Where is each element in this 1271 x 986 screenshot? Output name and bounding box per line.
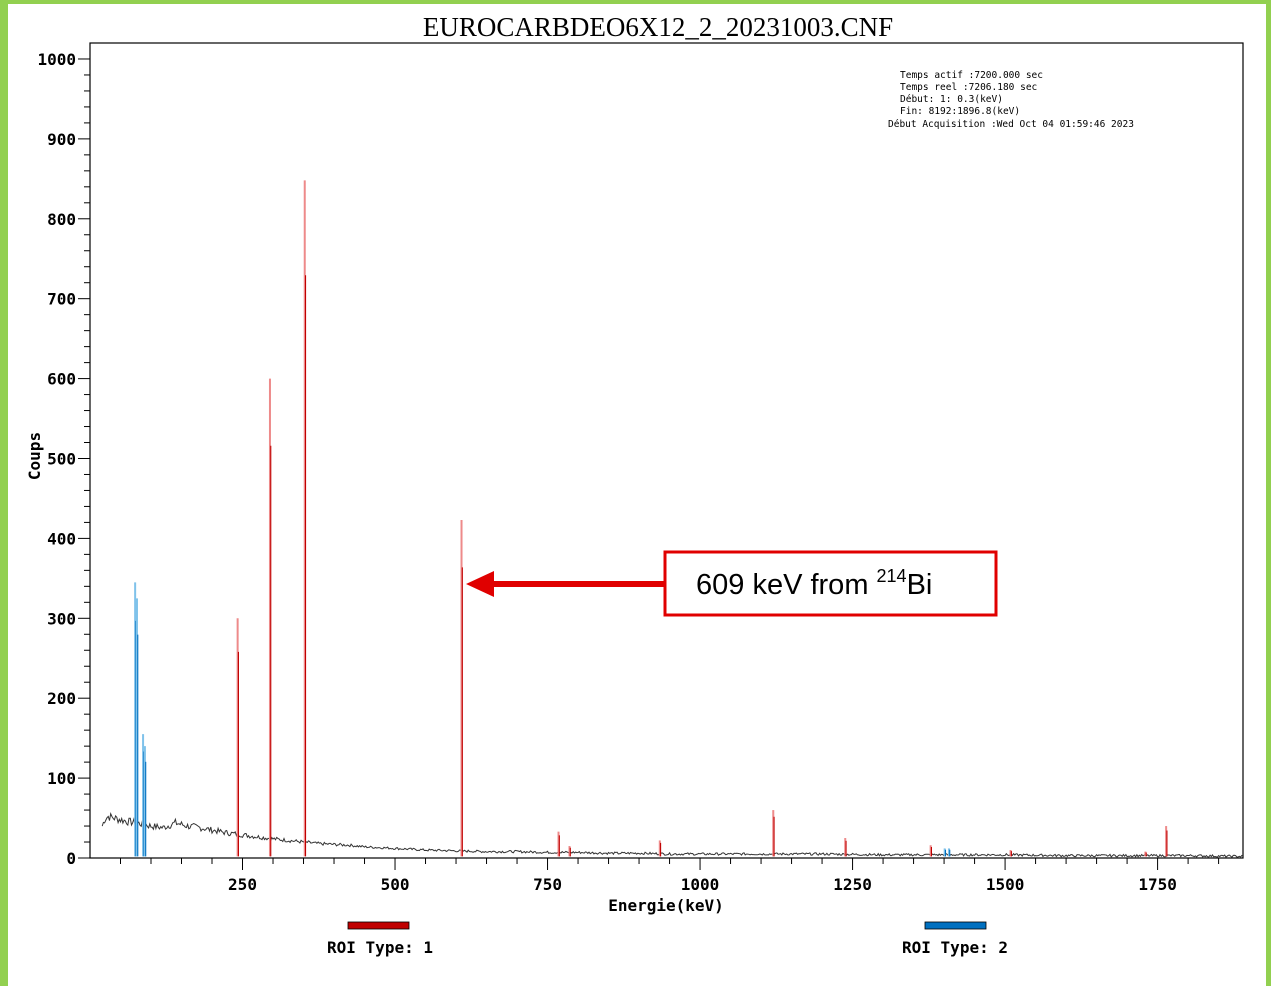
legend-swatch-roi-1 [347, 921, 410, 930]
x-tick-label: 500 [381, 875, 410, 894]
annotation-text-end: Bi [907, 569, 933, 601]
x-tick-label: 1250 [833, 875, 872, 894]
y-tick-label: 600 [47, 370, 76, 389]
y-tick-label: 100 [47, 769, 76, 788]
x-tick-label: 1000 [681, 875, 720, 894]
y-tick-label: 400 [47, 529, 76, 548]
spectrum-peaks-series [134, 180, 1168, 857]
peak-annotation: 609 keV from 214Bi [466, 550, 998, 617]
y-tick-label: 700 [47, 290, 76, 309]
legend-swatch-roi-2 [924, 921, 987, 930]
chart-title: EUROCARBDEO6X12_2_20231003.CNF [423, 12, 893, 42]
y-tick-label: 300 [47, 609, 76, 628]
y-tick-label: 800 [47, 210, 76, 229]
legend-label-roi-2: ROI Type: 2 [902, 938, 1008, 957]
y-tick-label: 200 [47, 689, 76, 708]
annotation-arrow-head [466, 571, 494, 597]
info-line-end: Fin: 8192:1896.8(keV) [900, 106, 1020, 117]
y-tick-label: 900 [47, 130, 76, 149]
x-tick-label: 1750 [1138, 875, 1177, 894]
y-tick-label: 500 [47, 449, 76, 468]
legend-label-roi-1: ROI Type: 1 [327, 938, 433, 957]
annotation-text: 609 keV from 214Bi [696, 566, 932, 601]
plot-area [89, 42, 1244, 859]
info-line-live-time: Temps actif :7200.000 sec [900, 70, 1043, 81]
x-axis: 250 500 750 1000 1250 1500 1750 [120, 858, 1220, 894]
spectrum-background-series [101, 812, 1244, 859]
annotation-superscript: 214 [877, 566, 907, 586]
legend: ROI Type: 1 ROI Type: 2 [327, 921, 1008, 957]
y-tick-label: 1000 [37, 50, 76, 69]
x-axis-label: Energie(keV) [608, 896, 724, 915]
annotation-text-main: 609 keV from [696, 569, 877, 601]
x-tick-label: 250 [228, 875, 257, 894]
y-axis: 0 100 200 300 400 500 600 700 800 900 1000 [37, 50, 90, 868]
y-axis-label: Coups [25, 432, 44, 480]
info-line-start: Début: 1: 0.3(keV) [900, 94, 1003, 105]
y-tick-label: 0 [66, 849, 76, 868]
info-line-real-time: Temps reel :7206.180 sec [900, 82, 1037, 93]
x-tick-label: 750 [533, 875, 562, 894]
background-continuum-line [101, 812, 1244, 859]
x-tick-label: 1500 [986, 875, 1025, 894]
annotation-box [663, 550, 998, 617]
acquisition-info-box: Temps actif :7200.000 sec Temps reel :72… [888, 70, 1134, 130]
info-line-acquisition: Début Acquisition :Wed Oct 04 01:59:46 2… [888, 119, 1134, 130]
